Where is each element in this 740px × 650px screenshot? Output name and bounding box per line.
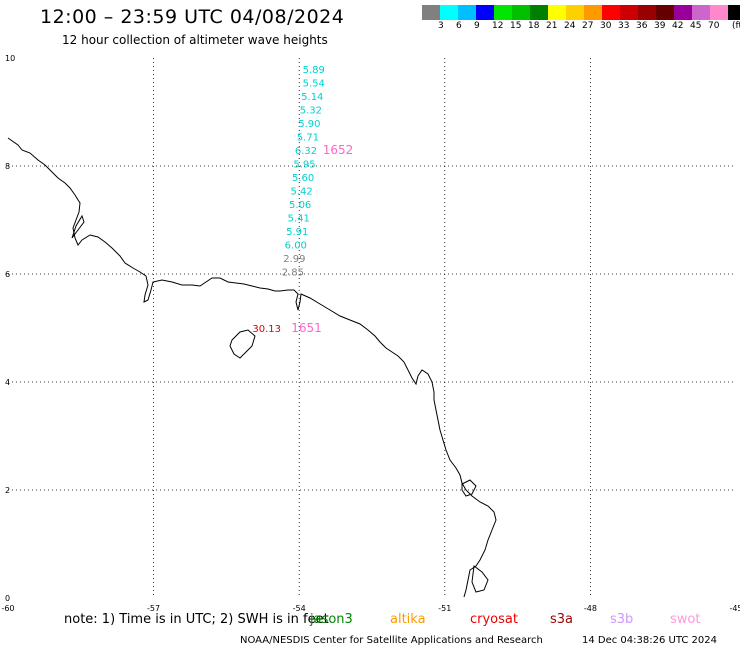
lat-tick-label: 10 <box>5 54 15 63</box>
wave-height-labels: 5.89 5.54 5.14 5.32 5.90 5.71 6.32 5.95 5.60 5.42… <box>252 65 325 335</box>
lon-tick-label: -54 <box>293 604 306 613</box>
wave-height-label: 5.54 <box>303 78 325 89</box>
satellite-label-cryosat: cryosat <box>470 612 518 627</box>
legend-swatch <box>710 5 728 20</box>
legend-swatch <box>584 5 602 20</box>
wave-height-label: 5.06 <box>289 200 311 211</box>
legend-swatch <box>512 5 530 20</box>
lon-tick-label: -48 <box>584 604 597 613</box>
legend-swatch <box>476 5 494 20</box>
wave-height-label: 30.13 <box>252 324 281 335</box>
legend-label: 3 <box>438 21 444 31</box>
lon-tick-label: -45 <box>729 604 740 613</box>
satellite-label-swot: swot <box>670 612 701 627</box>
coastline-island-b <box>471 565 489 593</box>
satellite-label-jason3: jason3 <box>310 612 353 627</box>
coastline <box>7 137 497 598</box>
wave-height-label: 5.32 <box>300 105 322 116</box>
legend-swatch <box>656 5 674 20</box>
wave-height-label: 5.71 <box>297 132 319 143</box>
pass-time-labels: 1652 1651 <box>291 143 353 335</box>
legend-label: 70 <box>708 21 720 31</box>
legend-label: 45 <box>690 21 702 31</box>
wave-height-label: 5.95 <box>293 159 315 170</box>
legend-swatch <box>422 5 440 20</box>
lon-tick-label: -60 <box>1 604 14 613</box>
wave-height-label: 5.42 <box>290 186 312 197</box>
legend-label: 30 <box>600 21 612 31</box>
legend-swatch <box>602 5 620 20</box>
legend-label: 27 <box>582 21 594 31</box>
legend-swatch <box>548 5 566 20</box>
wave-height-label: 6.00 <box>285 240 307 251</box>
lat-tick-label: 2 <box>5 486 10 495</box>
legend-swatch <box>728 5 740 20</box>
wave-height-label: 5.41 <box>288 213 310 224</box>
coastline-island-a <box>461 479 477 497</box>
wave-height-label: 5.90 <box>298 119 320 130</box>
coastline-mainland <box>7 137 497 598</box>
legend-swatch <box>530 5 548 20</box>
legend-swatch <box>494 5 512 20</box>
satellite-label-s3a: s3a <box>550 612 574 627</box>
legend-label: 33 <box>618 21 630 31</box>
lat-lon-grid <box>8 58 736 598</box>
wave-height-label: 2.99 <box>283 254 305 265</box>
legend-label: 12 <box>492 21 504 31</box>
lon-tick-label: -57 <box>147 604 160 613</box>
legend-swatch <box>692 5 710 20</box>
wave-height-label: 5.91 <box>286 227 308 238</box>
legend-label: 9 <box>474 21 480 31</box>
credit-line: NOAA/NESDIS Center for Satellite Applica… <box>240 635 543 646</box>
legend-label: 6 <box>456 21 462 31</box>
legend-swatch <box>638 5 656 20</box>
wave-height-label: 5.60 <box>292 173 314 184</box>
map-title: 12:00 – 23:59 UTC 04/08/2024 <box>40 6 345 28</box>
legend-label: 24 <box>564 21 576 31</box>
wave-height-label: 6.32 <box>295 146 317 157</box>
legend-label: 15 <box>510 21 522 31</box>
legend-label: 18 <box>528 21 540 31</box>
legend-unit: (ft) <box>732 21 740 31</box>
lat-tick-label: 4 <box>5 378 10 387</box>
wave-height-label: 2.85 <box>282 267 304 278</box>
lat-tick-label: 0 <box>5 594 10 603</box>
satellite-label-s3b: s3b <box>610 612 634 627</box>
axis-tick-labels: -60 -57 -54 -51 -48 -45 0 2 4 6 8 10 <box>1 54 740 613</box>
lat-tick-label: 6 <box>5 270 10 279</box>
footer-note: note: 1) Time is in UTC; 2) SWH is in fe… <box>64 612 329 627</box>
generation-timestamp: 14 Dec 04:38:26 UTC 2024 <box>582 635 717 646</box>
legend-swatch <box>674 5 692 20</box>
legend-label: 36 <box>636 21 648 31</box>
legend-label: 39 <box>654 21 666 31</box>
legend-swatch <box>620 5 638 20</box>
legend-swatch <box>440 5 458 20</box>
legend-label: 21 <box>546 21 558 31</box>
color-legend <box>422 5 740 20</box>
pass-time-label: 1652 <box>323 143 354 157</box>
lon-tick-label: -51 <box>438 604 451 613</box>
pass-time-label: 1651 <box>291 321 322 335</box>
coastline-lake <box>229 329 256 359</box>
lat-tick-label: 8 <box>5 162 10 171</box>
map-subtitle: 12 hour collection of altimeter wave hei… <box>62 33 328 47</box>
legend-label: 42 <box>672 21 684 31</box>
wave-height-label: 5.14 <box>301 92 323 103</box>
legend-swatch <box>458 5 476 20</box>
legend-swatch <box>566 5 584 20</box>
coastline-inlet <box>71 214 85 239</box>
wave-height-label: 5.89 <box>303 65 325 76</box>
satellite-label-altika: altika <box>390 612 426 627</box>
